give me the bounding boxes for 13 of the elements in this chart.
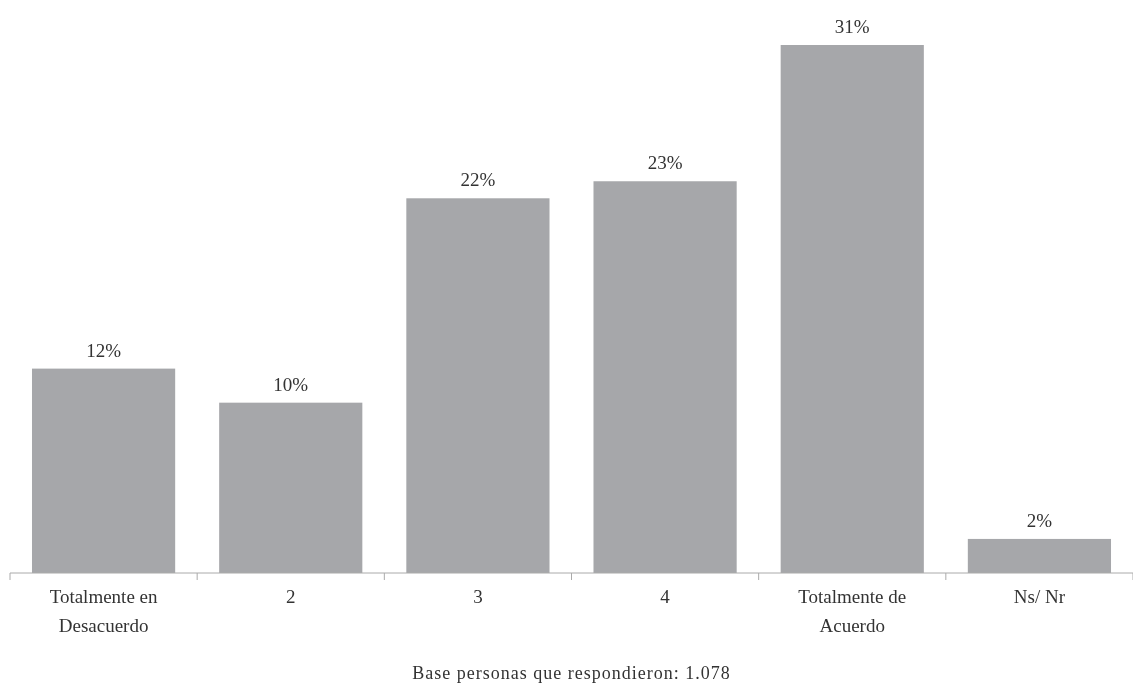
text: Base personas que respondieron: 1.078 xyxy=(412,663,731,683)
x-tick-label: 4 xyxy=(660,586,671,607)
data-label: 23% xyxy=(647,152,683,174)
x-tick-label: Totalmente en Desacuerdo xyxy=(49,586,159,636)
x-tick-label: 2 xyxy=(286,586,296,607)
x-tick-label: Ns/ Nr xyxy=(1013,586,1066,607)
x-tick-label: Totalmente de Acuerdo xyxy=(798,586,907,636)
data-label: 2% xyxy=(1026,509,1053,531)
x-tick-label: 3 xyxy=(473,586,483,607)
data-label: 12% xyxy=(86,339,122,361)
data-label: 22% xyxy=(460,169,496,191)
data-label: 10% xyxy=(273,373,309,395)
data-label: 31% xyxy=(834,16,870,37)
